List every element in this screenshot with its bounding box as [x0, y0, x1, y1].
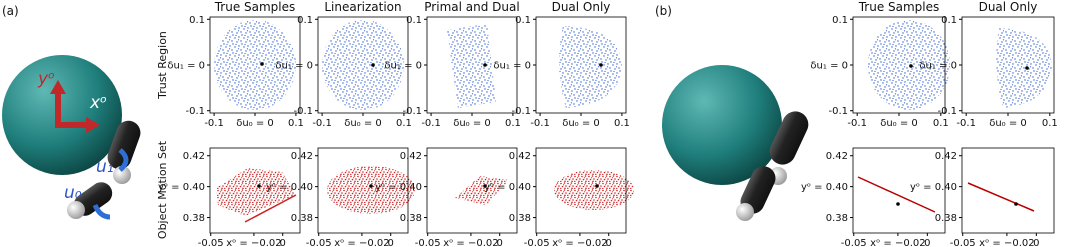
x-tick-label: 0.1 — [1042, 118, 1058, 129]
axes-frame — [317, 147, 409, 234]
column-title: Dual Only — [552, 0, 611, 14]
y-tick-label: yᵒ = 0.40 — [910, 182, 957, 193]
y-tick-label: 0.42 — [935, 151, 957, 162]
x-tick-label: 0.1 — [396, 118, 412, 129]
y-tick-label: -0.1 — [511, 106, 531, 117]
x-tick-label: xᵒ = −0.02 — [334, 238, 389, 247]
x-tick-label: δu₀ = 0 — [344, 118, 382, 129]
x-tick-label: -0.05 — [306, 238, 332, 247]
axis-label: yᵒ — [37, 69, 55, 89]
y-tick-label: yᵒ = 0.40 — [266, 182, 313, 193]
x-tick-label: 0.1 — [614, 118, 630, 129]
axes-frame — [535, 147, 627, 234]
x-tick-label: -0.1 — [530, 118, 550, 129]
sample-clouds — [214, 20, 1052, 223]
y-tick-label: δu₁ = 0 — [275, 61, 313, 72]
row-label: Object Motion Set — [156, 140, 169, 239]
x-tick-label: 0 — [388, 238, 394, 247]
x-tick-label: -0.1 — [847, 118, 867, 129]
y-tick-label: yᵒ = 0.40 — [375, 182, 422, 193]
y-tick-label: 0.42 — [291, 151, 313, 162]
y-tick-label: 0.38 — [826, 213, 848, 224]
y-tick-label: 0.38 — [935, 213, 957, 224]
x-tick-label: xᵒ = −0.02 — [552, 238, 607, 247]
column-title: Dual Only — [979, 0, 1038, 14]
x-tick-label: -0.1 — [421, 118, 441, 129]
y-tick-label: 0.38 — [291, 213, 313, 224]
y-tick-label: -0.1 — [402, 106, 422, 117]
y-tick-label: 0.42 — [400, 151, 422, 162]
row-label: Trust Region — [156, 31, 169, 100]
x-tick-label: -0.05 — [415, 238, 441, 247]
x-tick-label: -0.05 — [841, 238, 867, 247]
y-tick-label: -0.1 — [828, 106, 848, 117]
x-tick-label: xᵒ = −0.02 — [979, 238, 1034, 247]
axis-label: xᵒ — [89, 93, 107, 113]
x-tick-label: -0.05 — [198, 238, 224, 247]
x-tick-label: 0 — [497, 238, 503, 247]
x-tick-label: 0.1 — [933, 118, 949, 129]
illustration-b — [662, 65, 809, 221]
x-tick-label: xᵒ = −0.02 — [870, 238, 925, 247]
panel-label: (b) — [655, 4, 672, 18]
x-tick-label: -0.1 — [956, 118, 976, 129]
column-title: True Samples — [858, 0, 940, 14]
y-tick-label: δu₁ = 0 — [493, 61, 531, 72]
axes-frame — [852, 147, 946, 234]
axes-frame — [209, 147, 301, 234]
x-tick-label: δu₀ = 0 — [562, 118, 600, 129]
y-tick-label: δu₁ = 0 — [167, 61, 205, 72]
y-tick-label: 0.1 — [832, 15, 848, 26]
input-label: u₀ — [64, 183, 82, 203]
y-tick-label: δu₁ = 0 — [919, 61, 957, 72]
y-tick-label: 0.1 — [406, 15, 422, 26]
column-title: Linearization — [324, 0, 401, 14]
column-title: Primal and Dual — [424, 0, 519, 14]
y-tick-label: 0.1 — [189, 15, 205, 26]
x-tick-label: 0 — [280, 238, 286, 247]
y-tick-label: 0.38 — [400, 213, 422, 224]
y-tick-label: 0.42 — [826, 151, 848, 162]
illustration-a: yᵒ xᵒ u₁ u₀ — [2, 55, 141, 220]
column-title: True Samples — [214, 0, 296, 14]
x-tick-label: -0.1 — [204, 118, 224, 129]
y-tick-label: 0.1 — [297, 15, 313, 26]
x-tick-label: δu₀ = 0 — [236, 118, 274, 129]
x-tick-label: δu₀ = 0 — [989, 118, 1027, 129]
y-tick-label: yᵒ = 0.40 — [158, 182, 205, 193]
y-tick-label: δu₁ = 0 — [384, 61, 422, 72]
y-tick-label: yᵒ = 0.40 — [801, 182, 848, 193]
x-tick-label: -0.05 — [524, 238, 550, 247]
y-tick-label: -0.1 — [937, 106, 957, 117]
x-tick-label: 0 — [606, 238, 612, 247]
y-tick-label: yᵒ = 0.40 — [484, 182, 531, 193]
x-tick-label: δu₀ = 0 — [880, 118, 918, 129]
axes-frame — [961, 147, 1055, 234]
y-tick-label: 0.42 — [183, 151, 205, 162]
y-tick-label: 0.1 — [941, 15, 957, 26]
y-tick-label: -0.1 — [293, 106, 313, 117]
y-tick-label: 0.1 — [515, 15, 531, 26]
panel-label: (a) — [2, 4, 19, 18]
x-tick-label: xᵒ = −0.02 — [443, 238, 498, 247]
x-tick-label: xᵒ = −0.02 — [226, 238, 281, 247]
y-tick-label: δu₁ = 0 — [810, 61, 848, 72]
x-tick-label: 0 — [924, 238, 930, 247]
x-tick-label: -0.1 — [312, 118, 332, 129]
y-tick-label: 0.38 — [509, 213, 531, 224]
x-tick-label: -0.05 — [950, 238, 976, 247]
x-tick-label: 0 — [1033, 238, 1039, 247]
x-tick-label: 0.1 — [505, 118, 521, 129]
x-tick-label: 0.1 — [288, 118, 304, 129]
input-label: u₁ — [96, 157, 114, 177]
y-tick-label: -0.1 — [185, 106, 205, 117]
x-tick-label: δu₀ = 0 — [453, 118, 491, 129]
y-tick-label: 0.38 — [183, 213, 205, 224]
axes-frame — [426, 147, 518, 234]
y-tick-label: 0.42 — [509, 151, 531, 162]
